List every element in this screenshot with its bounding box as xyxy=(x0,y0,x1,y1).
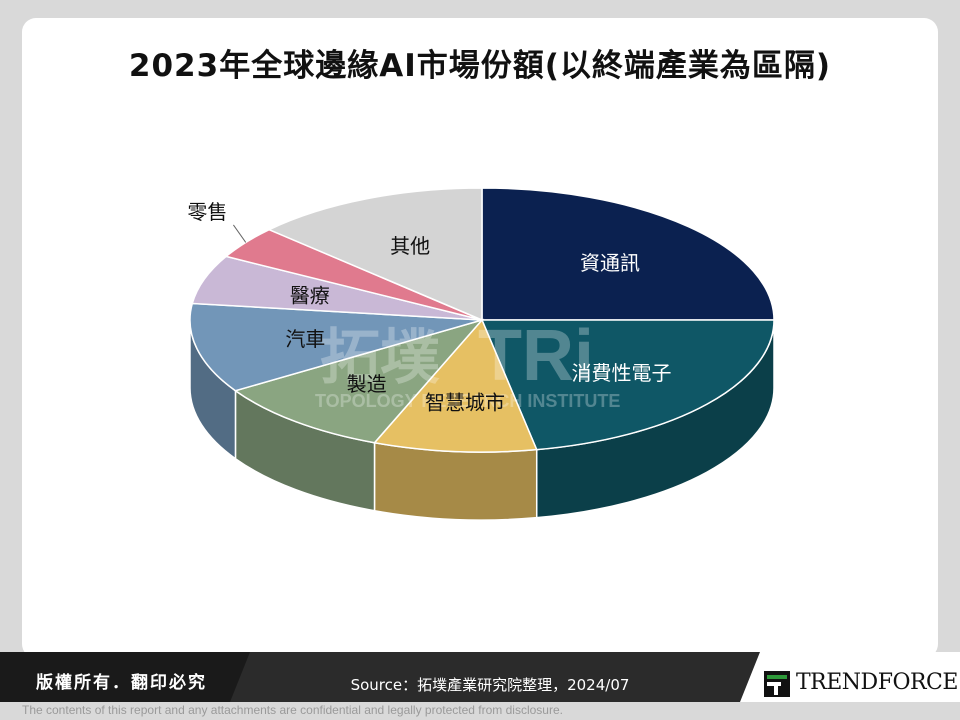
disclaimer-text: The contents of this report and any atta… xyxy=(22,703,563,717)
watermark: 拓墣 TRi TOPOLOGY RESEARCH INSTITUTE xyxy=(315,316,620,411)
slice-label-5: 醫療 xyxy=(290,284,330,308)
slice-label-2: 智慧城市 xyxy=(425,390,505,414)
pie-slice-1[interactable] xyxy=(480,319,775,451)
copyright-text: 版權所有．翻印必究 xyxy=(36,673,207,693)
slice-label-1: 消費性電子 xyxy=(571,361,671,385)
slice-label-4: 汽車 xyxy=(285,327,325,351)
trendforce-logo xyxy=(764,671,790,697)
slice-label-6: 零售 xyxy=(187,200,227,224)
slice-label-7: 其他 xyxy=(390,234,430,258)
pie-tops xyxy=(189,187,775,453)
chart-title: 2023年全球邊緣AI市場份額(以終端產業為區隔) xyxy=(128,48,832,84)
watermark-text-cn: 拓墣 xyxy=(320,323,440,393)
source-text: Source：拓墣產業研究院整理，2024/07 xyxy=(350,676,630,694)
brand-trend: TREND xyxy=(796,670,878,695)
footer-bar xyxy=(0,652,960,702)
pie-slice-7[interactable] xyxy=(267,187,483,322)
watermark-subtext: TOPOLOGY RESEARCH INSTITUTE xyxy=(315,391,620,411)
pie-slice-4[interactable] xyxy=(189,302,483,392)
slice-label-0: 資通訊 xyxy=(580,251,640,275)
slice-label-3: 製造 xyxy=(347,372,387,396)
pie-slice-0[interactable] xyxy=(481,187,775,321)
trendforce-wordmark: TRENDFORCE xyxy=(796,670,958,695)
leader-line-6 xyxy=(232,224,247,243)
brand-force: FORCE xyxy=(877,670,959,695)
pie-slice-2[interactable] xyxy=(373,318,538,453)
watermark-logo: TRi xyxy=(478,316,594,396)
pie-slice-3[interactable] xyxy=(233,318,485,444)
pie-side-2 xyxy=(373,441,538,521)
